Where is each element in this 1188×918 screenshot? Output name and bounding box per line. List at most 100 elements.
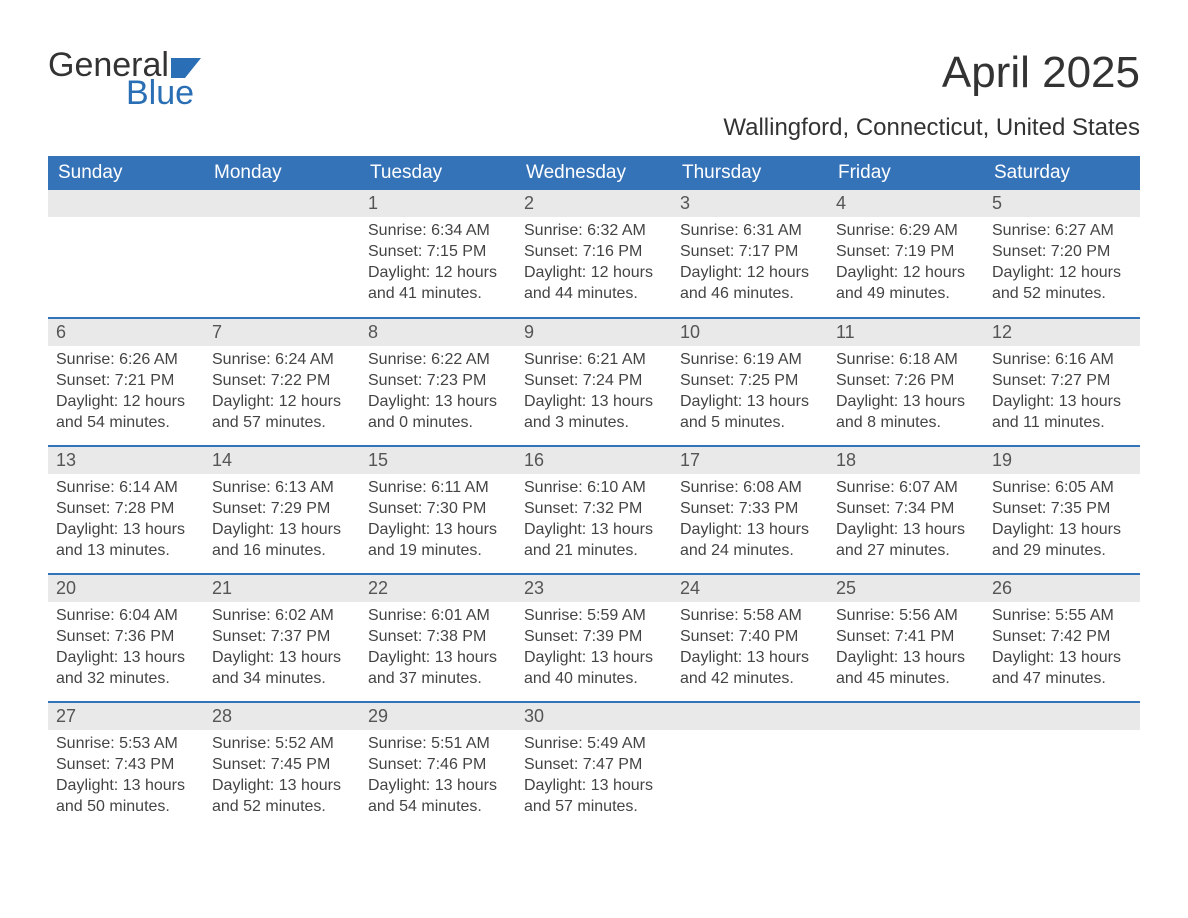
day-body: Sunrise: 6:05 AMSunset: 7:35 PMDaylight:… xyxy=(984,474,1140,561)
day-cell: 17Sunrise: 6:08 AMSunset: 7:33 PMDayligh… xyxy=(672,446,828,574)
week-row: 27Sunrise: 5:53 AMSunset: 7:43 PMDayligh… xyxy=(48,702,1140,820)
day-cell: 22Sunrise: 6:01 AMSunset: 7:38 PMDayligh… xyxy=(360,574,516,702)
day-cell: 8Sunrise: 6:22 AMSunset: 7:23 PMDaylight… xyxy=(360,318,516,446)
day-body: Sunrise: 5:53 AMSunset: 7:43 PMDaylight:… xyxy=(48,730,204,817)
day-cell: 5Sunrise: 6:27 AMSunset: 7:20 PMDaylight… xyxy=(984,190,1140,318)
day-cell: 6Sunrise: 6:26 AMSunset: 7:21 PMDaylight… xyxy=(48,318,204,446)
day-header: Wednesday xyxy=(516,156,672,190)
sunrise-line: Sunrise: 5:59 AM xyxy=(524,606,664,627)
day-body: Sunrise: 6:19 AMSunset: 7:25 PMDaylight:… xyxy=(672,346,828,433)
day-number-bar: 16 xyxy=(516,447,672,474)
day-number-bar: 24 xyxy=(672,575,828,602)
day-number-bar: 30 xyxy=(516,703,672,730)
sunrise-line: Sunrise: 6:31 AM xyxy=(680,221,820,242)
day-cell: 18Sunrise: 6:07 AMSunset: 7:34 PMDayligh… xyxy=(828,446,984,574)
week-row: 1Sunrise: 6:34 AMSunset: 7:15 PMDaylight… xyxy=(48,190,1140,318)
logo-word-2: Blue xyxy=(126,76,205,110)
sunrise-line: Sunrise: 6:32 AM xyxy=(524,221,664,242)
daylight-line: Daylight: 13 hours and 8 minutes. xyxy=(836,392,976,434)
daylight-line: Daylight: 13 hours and 37 minutes. xyxy=(368,648,508,690)
day-cell: 2Sunrise: 6:32 AMSunset: 7:16 PMDaylight… xyxy=(516,190,672,318)
day-header: Friday xyxy=(828,156,984,190)
day-cell: 21Sunrise: 6:02 AMSunset: 7:37 PMDayligh… xyxy=(204,574,360,702)
day-number-bar: 25 xyxy=(828,575,984,602)
daylight-line: Daylight: 13 hours and 11 minutes. xyxy=(992,392,1132,434)
sunrise-line: Sunrise: 6:21 AM xyxy=(524,350,664,371)
day-number-bar: 28 xyxy=(204,703,360,730)
sunrise-line: Sunrise: 6:29 AM xyxy=(836,221,976,242)
day-body: Sunrise: 5:59 AMSunset: 7:39 PMDaylight:… xyxy=(516,602,672,689)
sunset-line: Sunset: 7:40 PM xyxy=(680,627,820,648)
sunrise-line: Sunrise: 6:18 AM xyxy=(836,350,976,371)
day-body: Sunrise: 5:52 AMSunset: 7:45 PMDaylight:… xyxy=(204,730,360,817)
sunset-line: Sunset: 7:19 PM xyxy=(836,242,976,263)
day-number-bar: 7 xyxy=(204,319,360,346)
daylight-line: Daylight: 13 hours and 57 minutes. xyxy=(524,776,664,818)
daylight-line: Daylight: 13 hours and 40 minutes. xyxy=(524,648,664,690)
day-cell: 11Sunrise: 6:18 AMSunset: 7:26 PMDayligh… xyxy=(828,318,984,446)
sunset-line: Sunset: 7:38 PM xyxy=(368,627,508,648)
day-number-bar: 22 xyxy=(360,575,516,602)
calendar-header-row: SundayMondayTuesdayWednesdayThursdayFrid… xyxy=(48,156,1140,190)
sunset-line: Sunset: 7:42 PM xyxy=(992,627,1132,648)
day-number-bar: 10 xyxy=(672,319,828,346)
sunset-line: Sunset: 7:29 PM xyxy=(212,499,352,520)
day-number-bar: 2 xyxy=(516,190,672,217)
sunrise-line: Sunrise: 5:52 AM xyxy=(212,734,352,755)
day-number-bar: 3 xyxy=(672,190,828,217)
day-cell xyxy=(672,702,828,820)
sunset-line: Sunset: 7:43 PM xyxy=(56,755,196,776)
day-cell: 7Sunrise: 6:24 AMSunset: 7:22 PMDaylight… xyxy=(204,318,360,446)
sunrise-line: Sunrise: 6:14 AM xyxy=(56,478,196,499)
day-cell: 28Sunrise: 5:52 AMSunset: 7:45 PMDayligh… xyxy=(204,702,360,820)
day-number-bar xyxy=(204,190,360,217)
day-body: Sunrise: 6:21 AMSunset: 7:24 PMDaylight:… xyxy=(516,346,672,433)
sunset-line: Sunset: 7:21 PM xyxy=(56,371,196,392)
day-body: Sunrise: 6:10 AMSunset: 7:32 PMDaylight:… xyxy=(516,474,672,561)
sunrise-line: Sunrise: 5:49 AM xyxy=(524,734,664,755)
day-cell xyxy=(984,702,1140,820)
daylight-line: Daylight: 13 hours and 54 minutes. xyxy=(368,776,508,818)
sunrise-line: Sunrise: 6:08 AM xyxy=(680,478,820,499)
day-cell: 26Sunrise: 5:55 AMSunset: 7:42 PMDayligh… xyxy=(984,574,1140,702)
sunrise-line: Sunrise: 6:05 AM xyxy=(992,478,1132,499)
day-body: Sunrise: 5:55 AMSunset: 7:42 PMDaylight:… xyxy=(984,602,1140,689)
day-number-bar: 8 xyxy=(360,319,516,346)
day-number-bar: 17 xyxy=(672,447,828,474)
day-number-bar: 4 xyxy=(828,190,984,217)
daylight-line: Daylight: 13 hours and 3 minutes. xyxy=(524,392,664,434)
day-body: Sunrise: 6:02 AMSunset: 7:37 PMDaylight:… xyxy=(204,602,360,689)
day-body: Sunrise: 6:14 AMSunset: 7:28 PMDaylight:… xyxy=(48,474,204,561)
day-body: Sunrise: 6:34 AMSunset: 7:15 PMDaylight:… xyxy=(360,217,516,304)
day-number-bar: 18 xyxy=(828,447,984,474)
sunset-line: Sunset: 7:46 PM xyxy=(368,755,508,776)
day-body: Sunrise: 5:58 AMSunset: 7:40 PMDaylight:… xyxy=(672,602,828,689)
day-number-bar xyxy=(984,703,1140,730)
sunset-line: Sunset: 7:16 PM xyxy=(524,242,664,263)
sunrise-line: Sunrise: 6:16 AM xyxy=(992,350,1132,371)
daylight-line: Daylight: 13 hours and 29 minutes. xyxy=(992,520,1132,562)
sunset-line: Sunset: 7:30 PM xyxy=(368,499,508,520)
day-header: Monday xyxy=(204,156,360,190)
day-cell: 16Sunrise: 6:10 AMSunset: 7:32 PMDayligh… xyxy=(516,446,672,574)
daylight-line: Daylight: 13 hours and 27 minutes. xyxy=(836,520,976,562)
sunset-line: Sunset: 7:39 PM xyxy=(524,627,664,648)
page-title: April 2025 xyxy=(723,48,1140,98)
daylight-line: Daylight: 12 hours and 52 minutes. xyxy=(992,263,1132,305)
day-body: Sunrise: 6:08 AMSunset: 7:33 PMDaylight:… xyxy=(672,474,828,561)
day-number-bar: 13 xyxy=(48,447,204,474)
day-body: Sunrise: 6:04 AMSunset: 7:36 PMDaylight:… xyxy=(48,602,204,689)
day-cell: 27Sunrise: 5:53 AMSunset: 7:43 PMDayligh… xyxy=(48,702,204,820)
sunrise-line: Sunrise: 5:53 AM xyxy=(56,734,196,755)
sunset-line: Sunset: 7:47 PM xyxy=(524,755,664,776)
sunset-line: Sunset: 7:32 PM xyxy=(524,499,664,520)
daylight-line: Daylight: 12 hours and 57 minutes. xyxy=(212,392,352,434)
daylight-line: Daylight: 13 hours and 50 minutes. xyxy=(56,776,196,818)
sunset-line: Sunset: 7:36 PM xyxy=(56,627,196,648)
daylight-line: Daylight: 12 hours and 49 minutes. xyxy=(836,263,976,305)
sunset-line: Sunset: 7:17 PM xyxy=(680,242,820,263)
daylight-line: Daylight: 12 hours and 41 minutes. xyxy=(368,263,508,305)
day-cell: 14Sunrise: 6:13 AMSunset: 7:29 PMDayligh… xyxy=(204,446,360,574)
day-body: Sunrise: 6:13 AMSunset: 7:29 PMDaylight:… xyxy=(204,474,360,561)
day-body: Sunrise: 6:31 AMSunset: 7:17 PMDaylight:… xyxy=(672,217,828,304)
